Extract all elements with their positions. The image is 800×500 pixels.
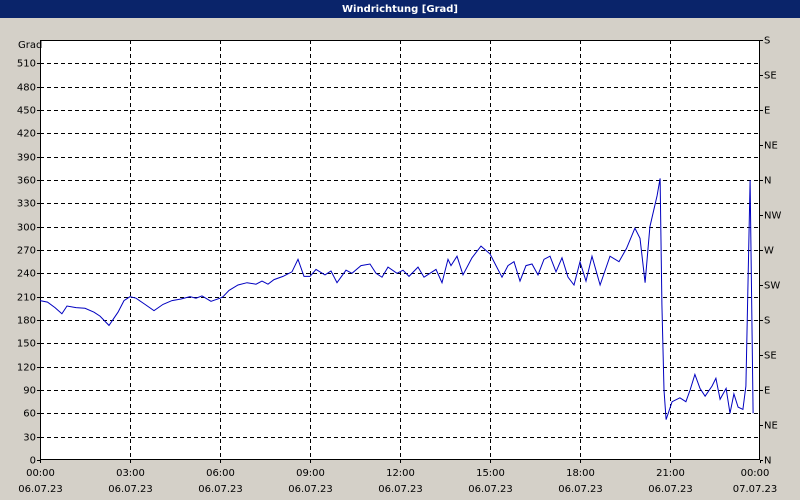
x-tick-date: 06.07.23 [648, 484, 693, 495]
x-tick-label: 12:00 [386, 468, 415, 479]
y-tick-label: 120 [17, 363, 36, 374]
y2-tick-label: S [764, 316, 770, 327]
title-bar [0, 0, 800, 18]
y2-tick-label: W [764, 246, 774, 257]
y-tick-label: 270 [17, 246, 36, 257]
y2-tick-label: E [764, 386, 770, 397]
x-tick-date: 06.07.23 [198, 484, 243, 495]
y-tick-label: 90 [23, 386, 36, 397]
y2-tick-label: S [764, 36, 770, 47]
y-axis-label: Grad [18, 40, 42, 51]
x-tick-label: 18:00 [566, 468, 595, 479]
y-tick-label: 420 [17, 129, 36, 140]
y2-tick-label: N [764, 176, 771, 187]
y2-tick-label: SW [764, 281, 780, 292]
y-tick-label: 0 [30, 456, 36, 467]
y-tick-label: 150 [17, 339, 36, 350]
y-tick-label: 210 [17, 293, 36, 304]
y2-tick-label: SE [764, 351, 777, 362]
y2-tick-label: SE [764, 71, 777, 82]
chart-title: Windrichtung [Grad] [342, 4, 458, 15]
y-tick-label: 360 [17, 176, 36, 187]
x-tick-date: 06.07.23 [558, 484, 603, 495]
x-tick-date: 06.07.23 [468, 484, 513, 495]
plot-frame [40, 40, 760, 460]
y-tick-label: 180 [17, 316, 36, 327]
x-tick-label: 00:00 [26, 468, 55, 479]
y-tick-label: 480 [17, 83, 36, 94]
y2-tick-label: NW [764, 211, 781, 222]
y-tick-label: 240 [17, 269, 36, 280]
y-tick-label: 300 [17, 223, 36, 234]
x-tick-label: 00:00 [741, 468, 770, 479]
y2-tick-label: E [764, 106, 770, 117]
x-tick-date: 07.07.23 [733, 484, 778, 495]
y-tick-label: 30 [23, 433, 36, 444]
x-tick-date: 06.07.23 [18, 484, 63, 495]
y2-tick-label: N [764, 456, 771, 467]
y2-tick-label: NE [764, 421, 778, 432]
y-tick-label: 330 [17, 199, 36, 210]
x-tick-date: 06.07.23 [378, 484, 423, 495]
data-line [39, 178, 754, 420]
x-tick-label: 06:00 [206, 468, 235, 479]
x-tick-label: 15:00 [476, 468, 505, 479]
x-tick-date: 06.07.23 [108, 484, 153, 495]
x-tick-label: 09:00 [296, 468, 325, 479]
y-tick-label: 450 [17, 106, 36, 117]
y-tick-label: 390 [17, 153, 36, 164]
x-tick-date: 06.07.23 [288, 484, 333, 495]
y-tick-label: 60 [23, 409, 36, 420]
y2-tick-label: NE [764, 141, 778, 152]
x-tick-label: 21:00 [656, 468, 685, 479]
x-tick-label: 03:00 [116, 468, 145, 479]
y-tick-label: 510 [17, 59, 36, 70]
